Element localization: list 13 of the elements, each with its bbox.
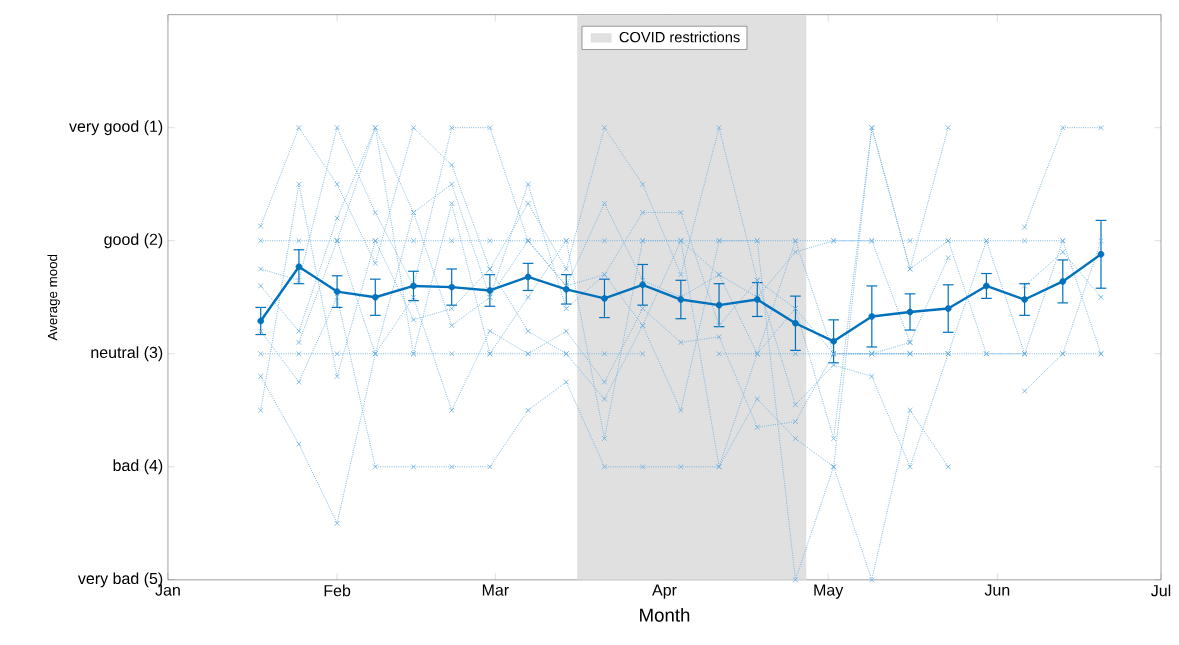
y-tick-label: very good (1) [69, 120, 163, 136]
x-tick-label: Jul [1151, 584, 1171, 597]
y-tick-label: neutral (3) [91, 346, 163, 362]
y-tick-label: bad (4) [113, 459, 163, 475]
x-tick-label: Jun [984, 584, 1010, 596]
y-tick-label: good (2) [104, 233, 163, 249]
x-tick-label: Feb [324, 584, 351, 597]
y-axis-title: Average mood [47, 254, 60, 341]
x-tick-label: May [814, 584, 844, 599]
x-axis-title: Month [640, 607, 690, 622]
band-label: COVID restrictions [619, 31, 740, 43]
x-tick-label: Apr [652, 584, 677, 599]
x-tick-label: Mar [482, 584, 509, 596]
